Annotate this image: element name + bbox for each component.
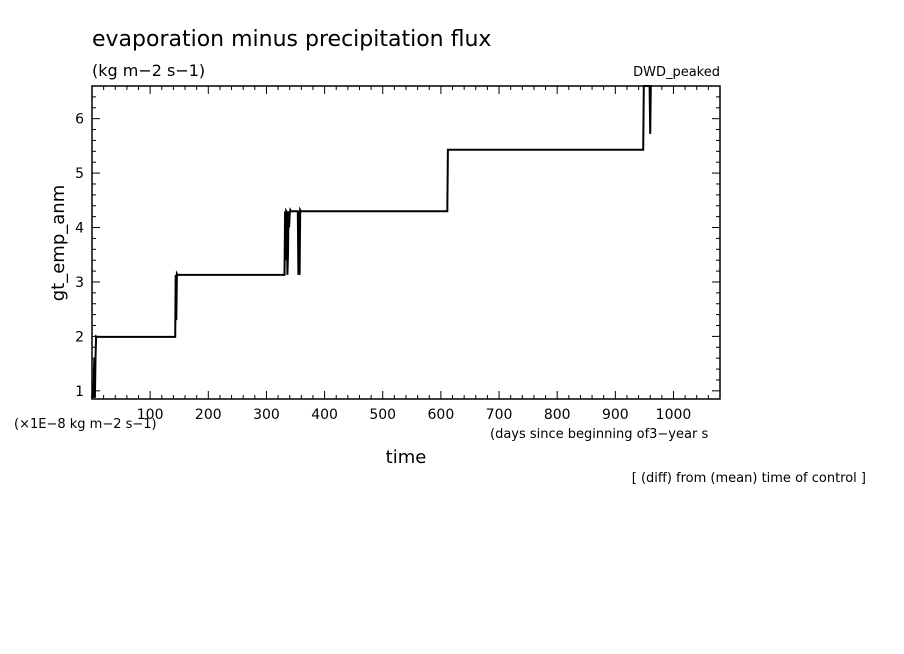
footnote: [ (diff) from (mean) time of control ] <box>632 471 866 486</box>
x-tick-label: 300 <box>253 407 280 423</box>
x-tick-label: 800 <box>544 407 571 423</box>
y-axis-title: gt_emp_anm <box>48 185 69 302</box>
x-axis-title: time <box>386 447 427 468</box>
x-tick-label: 600 <box>428 407 455 423</box>
x-tick-label: 700 <box>486 407 513 423</box>
y-scale-note: (×1E−8 kg m−2 s−1) <box>14 417 157 432</box>
x-unit-note: (days since beginning of3−year s <box>490 427 708 442</box>
y-tick-label: 6 <box>75 112 84 128</box>
x-axis-ticks: 100 200 300 400 500 600 700 800 900 1000 <box>103 86 709 423</box>
x-tick-label: 100 <box>137 407 164 423</box>
y-tick-label: 4 <box>75 221 84 237</box>
run-label: DWD_peaked <box>633 65 720 80</box>
x-tick-label: 200 <box>195 407 222 423</box>
y-tick-label: 2 <box>75 329 84 345</box>
chart-title: evaporation minus precipitation flux <box>92 27 491 52</box>
plot-frame <box>91 85 721 400</box>
series-line <box>91 85 652 398</box>
x-tick-label: 900 <box>602 407 629 423</box>
y-tick-label: 1 <box>75 384 84 400</box>
chart-units: (kg m−2 s−1) <box>92 61 205 80</box>
x-tick-label: 500 <box>369 407 396 423</box>
x-tick-label: 400 <box>311 407 338 423</box>
y-axis-ticks: 1 2 3 4 5 6 <box>75 96 720 400</box>
y-tick-label: 3 <box>75 275 84 291</box>
x-tick-label: 1000 <box>656 407 692 423</box>
y-tick-label: 5 <box>75 166 84 182</box>
